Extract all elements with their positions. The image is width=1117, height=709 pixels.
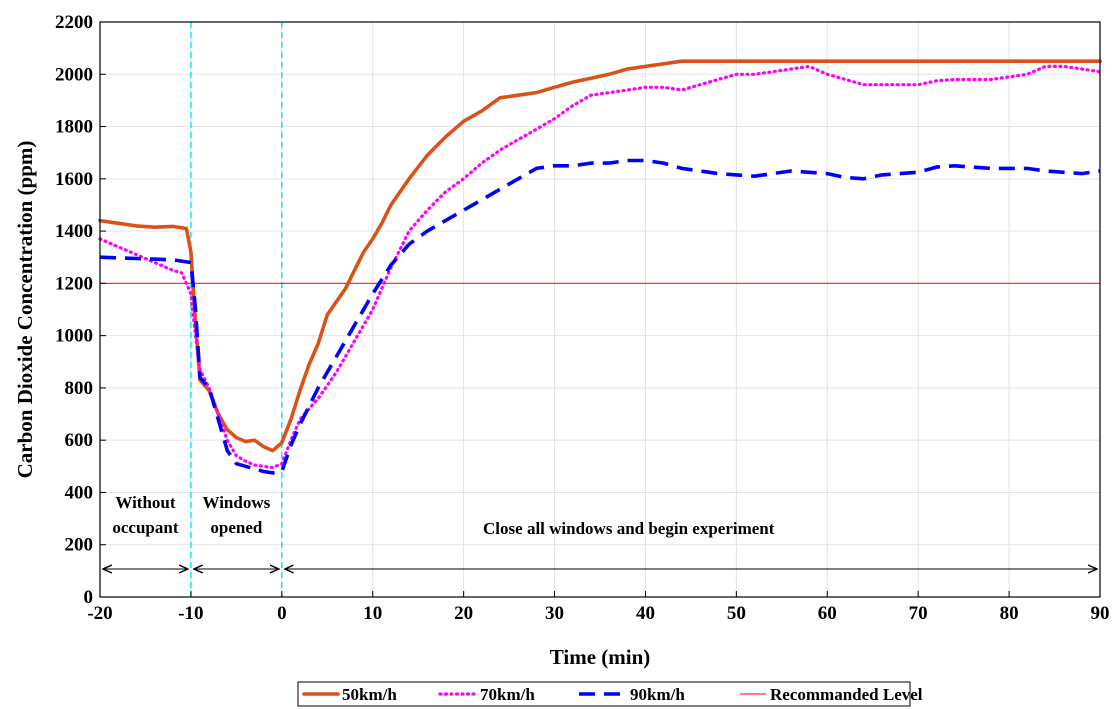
- phase-boundaries: [190, 22, 283, 597]
- phase-label: Close all windows and begin experiment: [483, 519, 775, 538]
- x-tick-label: 40: [636, 603, 655, 624]
- phase-label: Windows: [203, 493, 271, 512]
- phase-label: Without: [115, 493, 175, 512]
- phase-label: opened: [210, 518, 263, 537]
- plot-frame: [99, 21, 1101, 598]
- series-line-70km-h: [98, 64, 1102, 470]
- phase-label: occupant: [112, 518, 178, 537]
- legend-label: 70km/h: [480, 685, 535, 704]
- x-tick-label: 50: [727, 603, 746, 624]
- series-lines: [98, 59, 1102, 475]
- legend-label: 90km/h: [630, 685, 685, 704]
- x-tick-label: -10: [178, 603, 203, 624]
- y-tick-label: 1200: [55, 273, 93, 294]
- x-tick-label: 90: [1091, 603, 1110, 624]
- phase-annotations: Without occupant Windows opened Close all wi…: [103, 493, 1097, 569]
- y-tick-label: 400: [65, 482, 94, 503]
- x-axis-title: Time (min): [550, 645, 651, 669]
- y-tick-label: 0: [84, 587, 94, 608]
- y-tick-label: 2200: [55, 12, 93, 33]
- y-tick-label: 1400: [55, 221, 93, 242]
- legend-label: 50km/h: [342, 685, 397, 704]
- x-tick-label: 10: [363, 603, 382, 624]
- axis-ticks: -20 -10 0 10 20 30 40 50 60 70 80 90 0 200 400 600 800 10…: [55, 12, 1110, 624]
- legend: 50km/h 70km/h 90km/h Recommanded Level: [297, 681, 923, 707]
- y-tick-label: 200: [65, 535, 94, 556]
- x-tick-label: 0: [277, 603, 287, 624]
- x-tick-label: 20: [454, 603, 473, 624]
- y-axis-title: Carbon Dioxide Concentration (ppm): [13, 141, 37, 479]
- legend-label: Recommanded Level: [770, 685, 923, 704]
- y-tick-label: 2000: [55, 64, 93, 85]
- y-tick-label: 1800: [55, 117, 93, 138]
- x-tick-label: 30: [545, 603, 564, 624]
- plot-area: [100, 22, 1100, 597]
- y-tick-label: 1600: [55, 169, 93, 190]
- x-tick-label: -20: [87, 603, 112, 624]
- y-tick-label: 800: [65, 378, 94, 399]
- series-line-90km-h: [99, 158, 1101, 475]
- x-tick-label: 80: [1000, 603, 1019, 624]
- x-tick-label: 60: [818, 603, 837, 624]
- y-tick-label: 600: [65, 430, 94, 451]
- y-tick-label: 1000: [55, 326, 93, 347]
- x-tick-label: 70: [909, 603, 928, 624]
